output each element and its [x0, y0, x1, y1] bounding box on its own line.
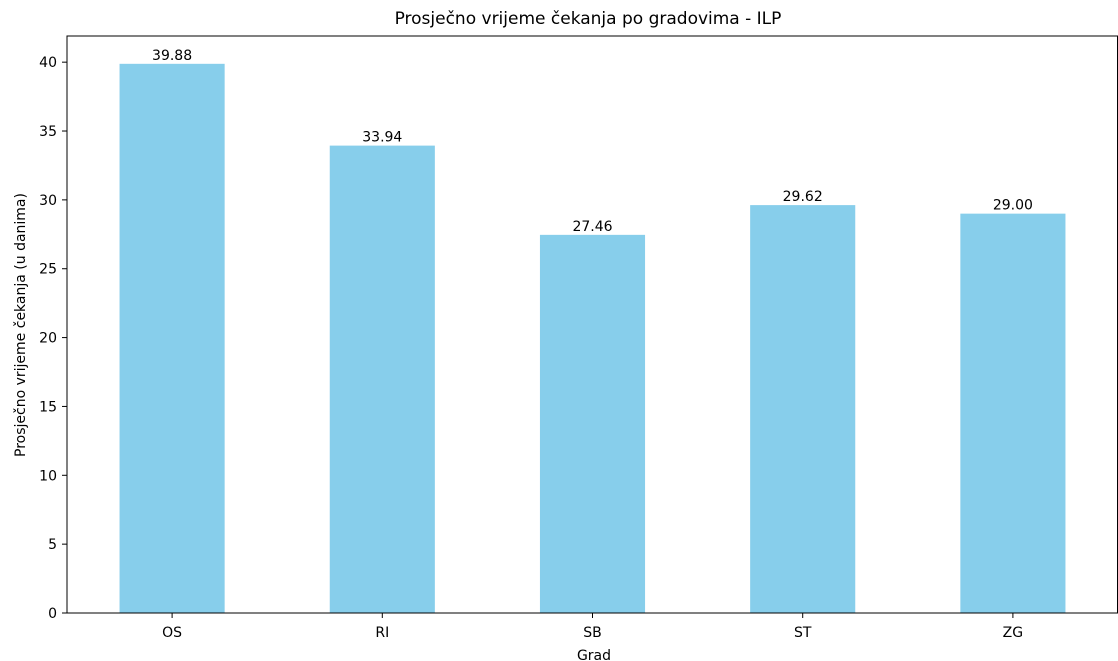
- y-tick-label: 15: [39, 399, 57, 415]
- x-tick-label: ZG: [1003, 625, 1023, 641]
- x-axis-label: Grad: [577, 648, 611, 661]
- bar-zg: [960, 213, 1066, 613]
- x-tick-label: OS: [162, 625, 182, 641]
- y-tick-label: 0: [48, 606, 57, 622]
- x-tick-label: SB: [583, 625, 602, 641]
- y-tick-label: 10: [39, 468, 57, 484]
- y-tick-label: 40: [39, 55, 57, 71]
- x-tick-label: RI: [375, 625, 389, 641]
- data-label-os: 39.88: [152, 48, 192, 64]
- data-label-st: 29.62: [783, 189, 823, 205]
- data-label-ri: 33.94: [362, 130, 402, 146]
- bar-ri: [329, 145, 435, 614]
- y-axis-label: Prosječno vrijeme čekanja (u danima): [13, 193, 29, 457]
- data-label-sb: 27.46: [572, 219, 612, 235]
- y-tick-label: 25: [39, 262, 57, 278]
- bar-st: [750, 205, 856, 613]
- data-label-zg: 29.00: [993, 198, 1033, 214]
- plot-area: 39.88 OS 33.94 RI 27.46 SB 29.62 ST 29.00 ZG 0 5 10 1…: [39, 35, 1118, 641]
- y-tick-label: 30: [39, 193, 57, 209]
- chart-title: Prosječno vrijeme čekanja po gradovima -…: [395, 9, 782, 29]
- bar-os: [119, 63, 225, 613]
- y-tick-label: 5: [48, 537, 57, 553]
- y-tick-label: 35: [39, 124, 57, 140]
- y-tick-label: 20: [39, 331, 57, 347]
- bar-sb: [539, 234, 646, 613]
- x-tick-label: ST: [794, 625, 812, 641]
